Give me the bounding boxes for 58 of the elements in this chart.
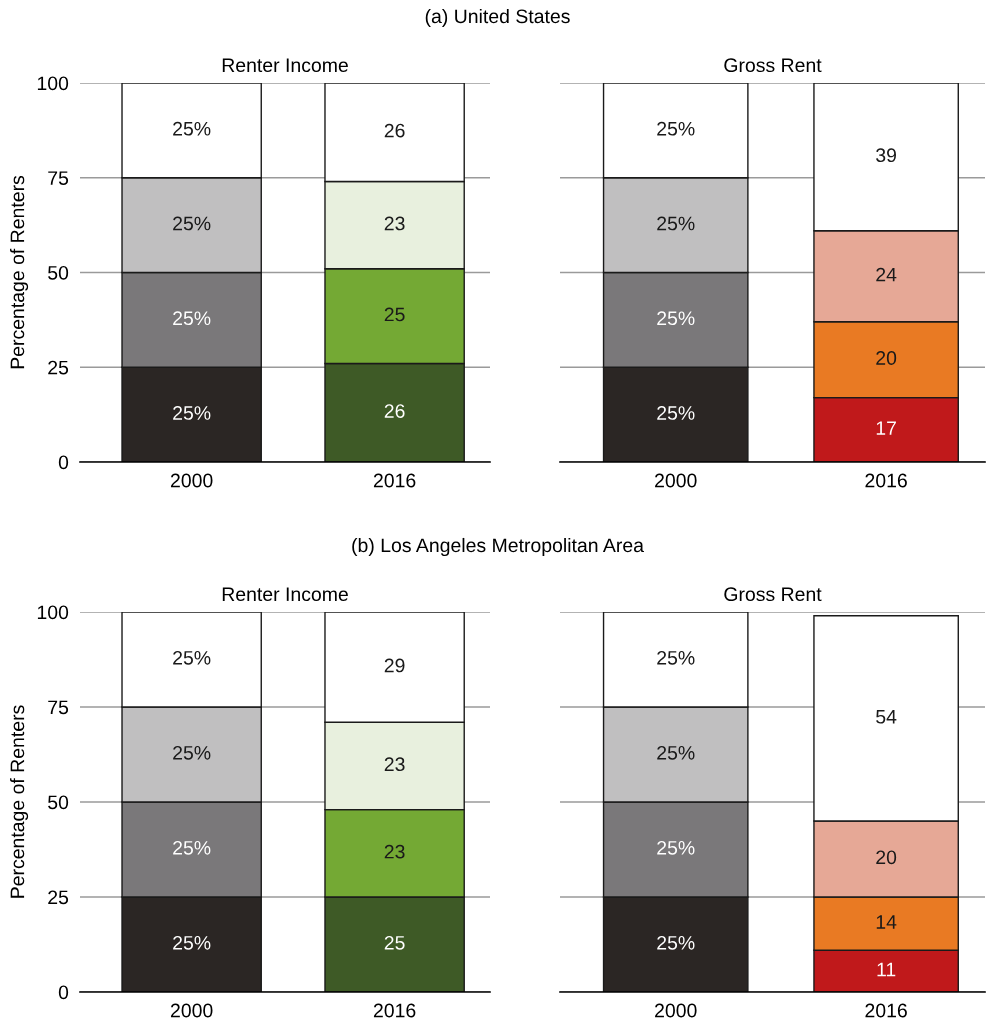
- data-label: 25%: [173, 650, 211, 665]
- data-label: 25%: [657, 311, 695, 326]
- data-label: 25%: [173, 216, 211, 231]
- data-label: 25%: [173, 311, 211, 326]
- data-label: 23: [384, 844, 405, 859]
- x-tick-label: 2000: [170, 473, 213, 488]
- x-tick-label: 2000: [655, 1003, 697, 1018]
- chart-title: Gross Rent: [724, 58, 822, 73]
- data-label: 25%: [657, 745, 695, 760]
- data-label: 25%: [657, 650, 695, 665]
- data-label: 25%: [173, 935, 211, 950]
- y-tick-label: 75: [48, 171, 69, 185]
- data-label: 25%: [657, 406, 695, 420]
- x-tick-label: 2016: [865, 473, 907, 488]
- data-label: 29: [384, 658, 405, 673]
- data-label: 20: [876, 850, 897, 865]
- y-tick-label: 50: [48, 795, 69, 810]
- y-tick-label: 50: [48, 265, 69, 280]
- data-label: 25%: [173, 745, 211, 760]
- y-tick-label: 0: [58, 985, 69, 1000]
- data-label: 17: [876, 421, 896, 435]
- data-label: 25%: [173, 406, 211, 420]
- data-label: 24: [876, 267, 897, 282]
- data-label: 25%: [173, 840, 211, 855]
- data-label: 25: [384, 935, 405, 950]
- data-label: 11: [877, 962, 896, 977]
- y-axis-title: Percentage of Renters: [10, 175, 29, 369]
- data-label: 26: [384, 404, 405, 418]
- x-tick-label: 2016: [373, 1003, 416, 1018]
- x-tick-label: 2016: [865, 1003, 907, 1018]
- x-tick-label: 2016: [373, 473, 416, 488]
- chart-title: Renter Income: [222, 58, 348, 73]
- text: (b) Los Angeles Metropolitan Area: [352, 537, 644, 557]
- data-label: 54: [876, 710, 897, 724]
- data-label: 23: [384, 216, 405, 231]
- y-tick-label: 75: [48, 700, 69, 715]
- data-label: 26: [384, 123, 405, 138]
- data-label: 20: [876, 351, 897, 365]
- data-label: 25%: [657, 216, 695, 231]
- data-label: 25%: [657, 935, 695, 950]
- data-label: 25%: [657, 121, 695, 136]
- y-axis-title: Percentage of Renters: [10, 705, 29, 898]
- x-tick-label: 2000: [170, 1003, 213, 1018]
- data-label: 25%: [173, 121, 211, 136]
- y-tick-label: 100: [37, 605, 69, 620]
- y-tick-label: 100: [37, 76, 69, 91]
- chart-title: Gross Rent: [724, 587, 822, 602]
- y-tick-label: 0: [58, 455, 69, 470]
- chart-title: Renter Income: [222, 587, 348, 602]
- data-label: 39: [876, 148, 897, 163]
- y-tick-label: 25: [48, 890, 69, 905]
- y-tick-label: 25: [48, 360, 69, 375]
- data-label: 25%: [657, 840, 695, 855]
- data-label: 25: [384, 307, 405, 322]
- data-label: 23: [384, 757, 405, 772]
- text: (a) United States: [425, 8, 570, 28]
- x-tick-label: 2000: [655, 473, 697, 488]
- data-label: 14: [876, 915, 897, 929]
